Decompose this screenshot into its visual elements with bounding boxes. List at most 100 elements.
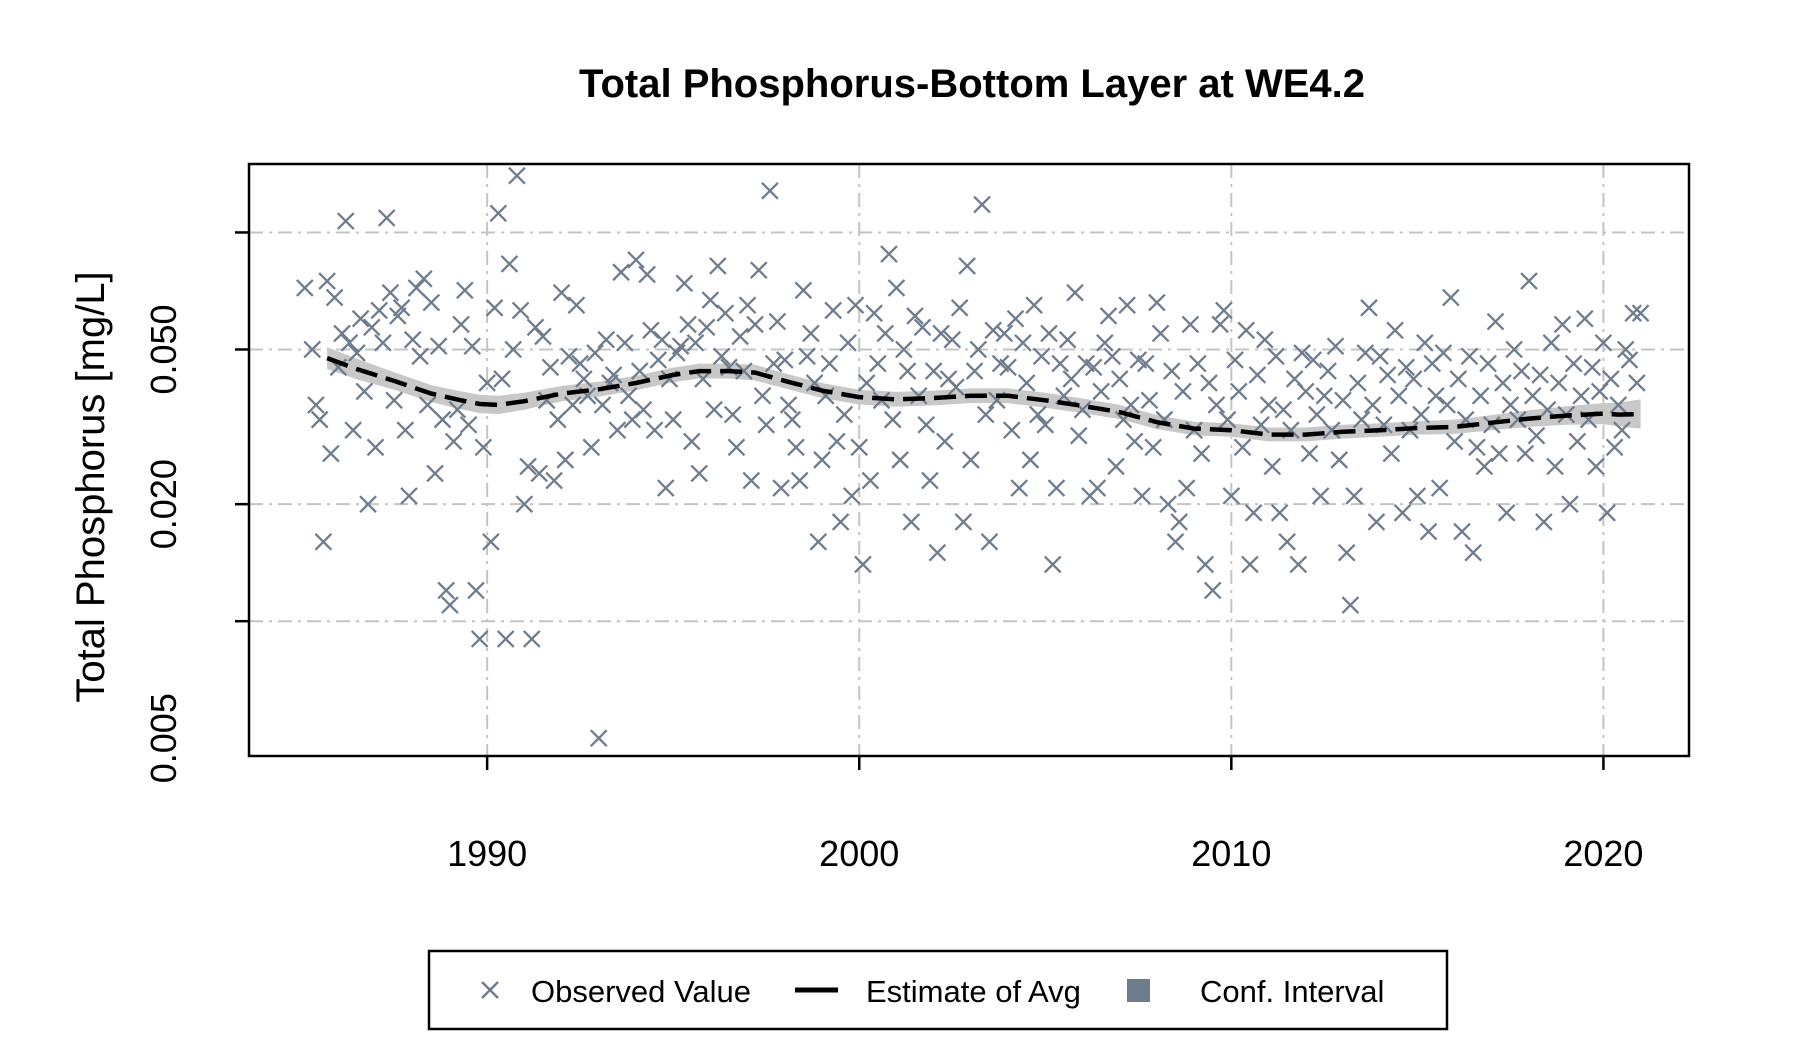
- observed-point: [854, 555, 872, 574]
- observed-point: [575, 370, 593, 388]
- observed-point: [1237, 321, 1256, 340]
- observed-point: [381, 283, 400, 302]
- observed-point: [913, 318, 932, 337]
- observed-point: [1334, 391, 1352, 410]
- observed-point: [1430, 479, 1449, 497]
- observed-point: [1624, 304, 1642, 322]
- observed-point: [839, 334, 857, 352]
- estimate-line-group: [326, 355, 1641, 437]
- observed-point: [1520, 272, 1538, 290]
- observed-point: [474, 438, 493, 457]
- observed-point: [307, 396, 325, 414]
- observed-point: [906, 307, 924, 325]
- observed-point: [1509, 410, 1527, 429]
- observed-point: [936, 432, 954, 451]
- observed-point: [385, 391, 403, 410]
- observed-point: [1486, 312, 1505, 331]
- observed-point: [508, 166, 526, 185]
- observed-point: [776, 351, 794, 369]
- observed-point: [1535, 513, 1553, 531]
- observed-point: [1296, 382, 1315, 401]
- y-tick-label: 0.050: [143, 304, 184, 394]
- observed-point: [1259, 396, 1278, 414]
- legend-ci-icon: [1127, 979, 1150, 1002]
- observed-point: [1192, 444, 1211, 463]
- observed-point: [1322, 421, 1341, 439]
- observed-point: [820, 354, 839, 373]
- observed-point: [1215, 301, 1233, 320]
- observed-point: [418, 396, 437, 414]
- observed-point: [1029, 405, 1047, 424]
- observed-point: [563, 396, 582, 414]
- observed-point: [1308, 405, 1326, 424]
- observed-point: [1602, 370, 1620, 388]
- observed-point: [1203, 581, 1222, 600]
- observed-point: [1497, 504, 1516, 522]
- y-tick-label: 0.005: [143, 693, 184, 783]
- observed-point: [429, 337, 448, 355]
- observed-point: [500, 255, 519, 273]
- observed-point: [1159, 495, 1177, 513]
- observed-point: [1062, 370, 1081, 388]
- observed-point: [686, 334, 705, 352]
- observed-point: [664, 410, 682, 429]
- observed-point: [1479, 354, 1497, 373]
- observed-point: [344, 421, 362, 439]
- observed-point: [1025, 296, 1043, 314]
- observed-point: [787, 438, 805, 457]
- observed-point: [322, 444, 340, 463]
- observed-point: [1118, 296, 1136, 314]
- observed-point: [917, 416, 936, 434]
- observed-point: [865, 304, 883, 322]
- observed-point: [1211, 315, 1229, 334]
- observed-point: [1386, 321, 1404, 340]
- observed-point: [947, 378, 965, 396]
- observed-point: [560, 347, 578, 366]
- observed-point: [1311, 487, 1330, 505]
- observed-point: [556, 451, 575, 469]
- observed-point: [1010, 479, 1029, 497]
- observed-point: [1549, 374, 1568, 392]
- observed-point: [437, 581, 456, 600]
- observed-point: [1628, 374, 1646, 392]
- observed-point: [1412, 405, 1430, 424]
- observed-point: [1196, 555, 1215, 574]
- observed-point: [645, 421, 664, 439]
- observed-point: [485, 298, 504, 317]
- observed-point: [705, 400, 723, 419]
- observed-point: [701, 291, 720, 309]
- observed-point: [761, 181, 779, 200]
- observed-point: [1174, 382, 1192, 401]
- observed-point: [1523, 386, 1542, 405]
- observed-point: [333, 324, 351, 343]
- observed-point: [411, 347, 429, 366]
- observed-point: [1036, 416, 1055, 434]
- observed-point: [973, 195, 991, 214]
- observed-point: [1371, 347, 1389, 366]
- observed-point: [1088, 479, 1107, 497]
- observed-point: [400, 487, 418, 505]
- observed-point: [954, 513, 973, 531]
- x-tick-label: 2000: [819, 833, 899, 874]
- observed-point: [1274, 400, 1293, 419]
- observed-point: [1468, 438, 1486, 457]
- observed-point: [1527, 426, 1546, 445]
- observed-point: [1546, 457, 1564, 476]
- observed-point: [1300, 444, 1319, 463]
- observed-point: [1177, 479, 1196, 497]
- observed-point: [1043, 555, 1062, 574]
- observed-point: [1241, 555, 1259, 574]
- observed-point: [1341, 596, 1360, 614]
- observed-point: [1490, 444, 1509, 463]
- observed-point: [682, 432, 701, 451]
- observed-point: [656, 479, 675, 497]
- observed-point: [1408, 487, 1427, 505]
- observed-point: [403, 330, 422, 349]
- observed-point: [764, 354, 783, 373]
- observed-point: [1471, 386, 1490, 405]
- observed-point: [1170, 513, 1189, 531]
- observed-point: [534, 327, 552, 346]
- observed-point: [1140, 391, 1159, 410]
- observed-point: [1349, 374, 1367, 392]
- observed-point: [984, 321, 1002, 340]
